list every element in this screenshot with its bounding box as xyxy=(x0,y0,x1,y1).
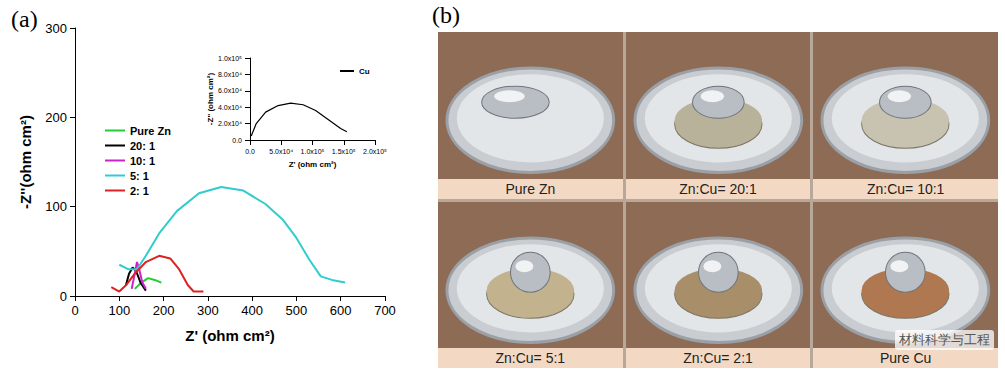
svg-text:300: 300 xyxy=(45,21,67,36)
svg-text:4.0x10⁴: 4.0x10⁴ xyxy=(218,104,242,111)
svg-text:0: 0 xyxy=(71,303,78,318)
html-text:Zn:Cu= 10:1: Zn:Cu= 10:1 xyxy=(866,180,945,197)
html-text:材料科学与工程: 材料科学与工程 xyxy=(899,332,990,347)
svg-text:300: 300 xyxy=(197,303,219,318)
svg-text:0: 0 xyxy=(60,289,67,304)
html-text:Zn:Cu= 5:1: Zn:Cu= 5:1 xyxy=(495,350,566,366)
svg-text:Z' (ohm cm²): Z' (ohm cm²) xyxy=(185,327,274,344)
svg-text:0.0: 0.0 xyxy=(232,137,242,144)
svg-text:2: 1: 2: 1 xyxy=(130,185,149,197)
svg-text:1.5x10⁵: 1.5x10⁵ xyxy=(332,148,356,155)
svg-text:1.0x10⁵: 1.0x10⁵ xyxy=(218,55,242,62)
svg-text:Z' (ohm cm²): Z' (ohm cm²) xyxy=(289,160,337,169)
svg-text:500: 500 xyxy=(286,303,308,318)
svg-text:-Z'' (ohm cm²): -Z'' (ohm cm²) xyxy=(206,73,215,126)
svg-text:600: 600 xyxy=(330,303,352,318)
html-text:Pure Cu: Pure Cu xyxy=(880,350,932,366)
svg-text:10: 1: 10: 1 xyxy=(130,155,155,167)
svg-text:100: 100 xyxy=(45,199,67,214)
svg-text:200: 200 xyxy=(45,110,67,125)
svg-text:20: 1: 20: 1 xyxy=(130,140,155,152)
svg-text:(a): (a) xyxy=(11,6,38,32)
svg-text:400: 400 xyxy=(241,303,263,318)
svg-text:100: 100 xyxy=(108,303,130,318)
html-text:Pure Zn: Pure Zn xyxy=(505,180,556,197)
svg-text:6.0x10⁴: 6.0x10⁴ xyxy=(218,87,242,94)
svg-text:0.0: 0.0 xyxy=(245,148,255,155)
svg-text:1.0x10⁵: 1.0x10⁵ xyxy=(301,148,325,155)
svg-text:2.0x10⁵: 2.0x10⁵ xyxy=(363,148,387,155)
html-text:Zn:Cu= 2:1: Zn:Cu= 2:1 xyxy=(683,350,753,366)
svg-text:Cu: Cu xyxy=(359,67,370,76)
html-text:(b): (b) xyxy=(432,2,460,28)
svg-text:5: 1: 5: 1 xyxy=(130,170,149,182)
svg-text:5.0x10⁴: 5.0x10⁴ xyxy=(269,148,293,155)
svg-text:-Z''(ohm cm²): -Z''(ohm cm²) xyxy=(17,115,34,209)
svg-text:200: 200 xyxy=(153,303,175,318)
svg-text:Pure Zn: Pure Zn xyxy=(130,125,171,137)
html-text:Zn:Cu= 20:1: Zn:Cu= 20:1 xyxy=(679,180,757,197)
svg-text:8.0x10⁴: 8.0x10⁴ xyxy=(218,71,242,78)
svg-text:2.0x10⁴: 2.0x10⁴ xyxy=(218,120,242,127)
svg-text:700: 700 xyxy=(374,303,396,318)
